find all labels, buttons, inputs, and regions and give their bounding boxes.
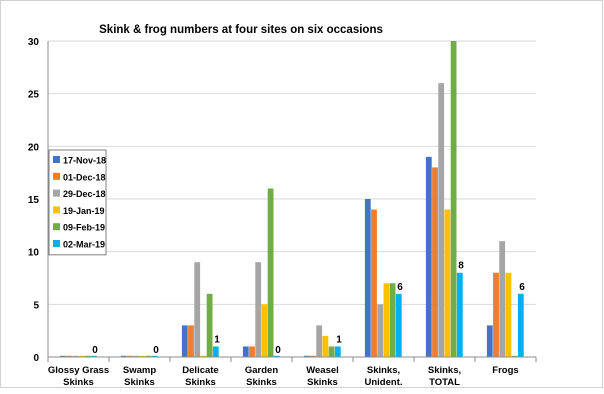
bar [456, 272, 463, 357]
bar [194, 262, 201, 357]
x-tick-label: Glossy Grass Skinks [48, 365, 109, 388]
legend-swatch [53, 172, 60, 180]
bar [371, 209, 377, 357]
y-tick-label: 5 [33, 300, 39, 311]
bar [499, 241, 506, 357]
bar [139, 355, 146, 357]
bar [438, 83, 445, 357]
bar [322, 335, 329, 357]
data-label: 0 [92, 345, 98, 356]
bar [188, 325, 194, 357]
bar [450, 41, 457, 357]
y-tick-label: 0 [33, 353, 39, 364]
y-tick-label: 25 [28, 90, 40, 101]
bar [181, 325, 188, 357]
x-tick-label: Delicate Skinks [182, 365, 218, 388]
x-tick-label: Swamp Skinks [123, 365, 156, 388]
bar [389, 283, 396, 357]
bar [127, 355, 133, 357]
legend-label: 19-Jan-19 [63, 206, 105, 216]
bar [377, 304, 384, 357]
x-tick-label: Skinks, TOTAL [428, 365, 461, 388]
bar [328, 346, 335, 357]
data-labels: 0 0 1 0 1 6 8 6 [92, 261, 525, 356]
data-label: 0 [275, 345, 281, 356]
bar [145, 355, 152, 357]
bar [242, 346, 249, 357]
bar [303, 355, 310, 357]
data-label: 0 [153, 345, 159, 356]
bar [383, 283, 390, 357]
bars [59, 41, 524, 357]
bar [511, 355, 518, 357]
y-axis-ticks: 0 5 10 15 20 25 30 [28, 37, 40, 364]
bar [425, 156, 432, 357]
bar [72, 355, 79, 357]
y-tick-label: 30 [28, 37, 40, 48]
bar [310, 355, 316, 357]
x-axis-categories: Glossy Grass Skinks Swamp Skinks Delicate Ski… [48, 365, 519, 388]
bar [486, 325, 493, 357]
legend-box [48, 149, 107, 256]
legend: 17-Nov-18 01-Dec-18 29-Dec-18 19-Jan-19 09-F… [48, 149, 107, 256]
x-tick-label: Skinks, Unident. [365, 365, 403, 388]
legend-swatch [53, 240, 60, 247]
data-label: 6 [397, 282, 403, 293]
data-label: 8 [458, 261, 464, 272]
axes [47, 41, 537, 362]
bar [273, 355, 280, 357]
bar [364, 199, 371, 357]
bar [255, 262, 262, 357]
legend-label: 01-Dec-18 [63, 172, 106, 182]
data-label: 1 [214, 334, 220, 345]
bar [493, 272, 499, 357]
legend-label: 29-Dec-18 [63, 189, 106, 199]
legend-label: 09-Feb-19 [63, 223, 105, 233]
data-label: 1 [336, 334, 342, 345]
bar [334, 346, 341, 357]
bar [206, 293, 213, 357]
bar [505, 272, 512, 357]
data-label: 6 [519, 282, 525, 293]
legend-swatch [53, 223, 60, 231]
y-tick-label: 15 [28, 195, 40, 206]
bar [133, 355, 140, 357]
bar [66, 355, 72, 357]
chart-title: Skink & frog numbers at four sites on si… [99, 24, 383, 36]
legend-label: 17-Nov-18 [63, 156, 106, 166]
bar [90, 355, 97, 357]
x-tick-label: Garden Skinks [245, 365, 278, 388]
legend-swatch [53, 206, 60, 214]
bar [151, 355, 158, 357]
bar [444, 209, 451, 357]
bar [432, 167, 438, 357]
bar [59, 355, 66, 357]
bar [200, 355, 207, 357]
bar [517, 293, 524, 357]
y-tick-label: 20 [28, 142, 40, 153]
legend-label: 02-Mar-19 [63, 240, 105, 250]
legend-swatch [53, 156, 60, 163]
bar [316, 325, 323, 357]
bar [261, 304, 268, 357]
legend-swatch [53, 189, 60, 197]
bar [395, 293, 402, 357]
x-tick-label: Frogs [492, 365, 518, 376]
bar [78, 355, 85, 357]
bar [84, 355, 91, 357]
bar [120, 355, 127, 357]
bar [249, 346, 255, 357]
x-tick-label: Weasel Skinks [306, 365, 339, 388]
y-tick-label: 10 [28, 248, 40, 259]
bar [212, 346, 219, 357]
bar [267, 188, 274, 357]
